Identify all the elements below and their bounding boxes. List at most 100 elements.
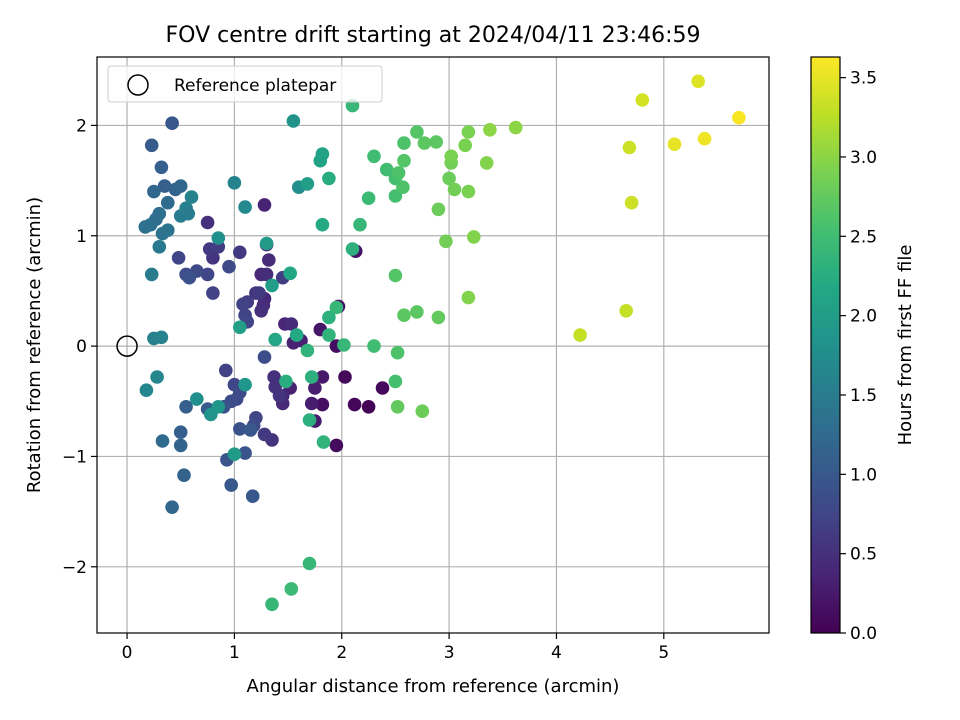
data-point (259, 267, 274, 282)
data-point (397, 136, 411, 150)
data-point (238, 200, 252, 214)
x-tick-label: 0 (122, 643, 133, 663)
data-point (190, 392, 204, 406)
data-point (268, 332, 283, 347)
data-point (245, 489, 260, 504)
data-point (467, 230, 481, 244)
data-point (367, 339, 381, 353)
data-point (284, 582, 299, 596)
data-point (397, 308, 411, 323)
data-point (211, 231, 226, 245)
data-point (154, 330, 169, 345)
data-point (211, 400, 226, 414)
colorbar-tick-label: 2.5 (850, 227, 877, 247)
colorbar-tick-label: 1.5 (850, 386, 877, 406)
data-point (200, 215, 215, 230)
colorbar-tick-label: 0.5 (850, 545, 877, 565)
colorbar: 0.0 0.5 1.0 1.5 2.0 2.5 3.0 3.5 Hours from firs… (810, 56, 916, 644)
data-point (732, 110, 746, 125)
data-point (396, 180, 410, 194)
data-point (279, 374, 293, 389)
data-point (329, 300, 344, 315)
axis-ticks: 0 1 2 3 4 5 −2 −1 0 1 2 (62, 116, 669, 663)
data-point (667, 137, 682, 151)
data-point (171, 250, 186, 265)
data-point (224, 478, 238, 492)
data-point (390, 345, 405, 360)
data-point (461, 184, 476, 199)
data-point (200, 267, 215, 282)
data-point (272, 389, 287, 403)
data-point (184, 190, 199, 204)
x-tick-label: 4 (551, 643, 562, 663)
data-point (345, 242, 360, 256)
data-point (417, 136, 432, 150)
data-point (265, 597, 279, 612)
data-point (635, 93, 650, 107)
data-point (458, 138, 473, 153)
data-point (619, 304, 633, 318)
data-point (622, 140, 637, 155)
data-point (479, 156, 494, 170)
data-point (300, 343, 315, 358)
data-point (410, 125, 424, 139)
data-point (691, 74, 705, 89)
data-point (380, 162, 394, 177)
data-point (388, 268, 403, 283)
data-point (329, 438, 344, 453)
colorbar-tick-label: 3.5 (850, 69, 877, 89)
data-point (431, 310, 446, 325)
data-point (415, 404, 430, 419)
data-point (361, 191, 376, 205)
data-point (236, 297, 250, 312)
data-point (181, 206, 195, 221)
data-point (173, 179, 188, 193)
chart-title: FOV centre drift starting at 2024/04/11 … (166, 23, 701, 48)
data-point (302, 556, 317, 571)
data-point (238, 377, 252, 392)
data-point (447, 182, 462, 197)
data-point (144, 267, 159, 282)
data-point (347, 397, 362, 412)
data-point (165, 116, 179, 130)
data-point (173, 425, 188, 440)
data-point (300, 177, 315, 191)
data-point (410, 305, 424, 319)
data-point (461, 290, 476, 305)
data-point (322, 171, 336, 186)
data-point (155, 434, 170, 448)
reference-platepar-marker (116, 335, 138, 357)
data-point (429, 135, 444, 149)
data-point (161, 223, 175, 237)
y-tick-label: −1 (62, 447, 87, 467)
data-point (254, 304, 268, 318)
data-point (177, 468, 191, 483)
grid (97, 57, 769, 633)
data-point (206, 286, 220, 300)
data-point (337, 338, 351, 352)
legend-box (107, 65, 383, 103)
data-point (259, 236, 274, 251)
data-point (315, 370, 330, 384)
data-point (265, 278, 279, 293)
data-point (375, 381, 390, 395)
data-point (289, 328, 304, 342)
y-tick-label: 2 (76, 116, 87, 136)
data-point (157, 179, 172, 193)
colorbar-tick-label: 3.0 (850, 148, 877, 168)
data-point (262, 253, 276, 267)
x-tick-label: 2 (336, 643, 347, 663)
data-point (573, 328, 587, 342)
data-point (238, 446, 252, 460)
data-point (257, 350, 272, 364)
data-point (257, 427, 272, 442)
data-point (243, 423, 258, 437)
data-point (391, 166, 406, 180)
y-tick-label: 0 (76, 337, 87, 357)
data-point (161, 195, 175, 210)
data-point (315, 397, 330, 412)
data-point (227, 176, 242, 190)
data-point (361, 400, 376, 414)
data-point (508, 120, 523, 135)
